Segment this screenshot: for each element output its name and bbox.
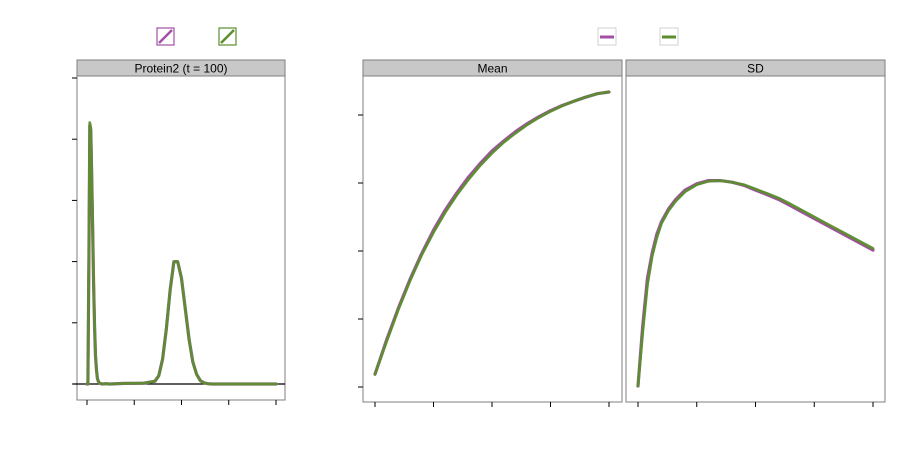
series-line-2 — [373, 90, 611, 376]
series-line-1 — [85, 123, 278, 386]
series-line-1 — [636, 179, 875, 388]
panel-mean: Mean — [358, 59, 623, 407]
plot-frame — [76, 75, 286, 401]
panel-strip-label: SD — [747, 62, 764, 76]
legend-left — [156, 27, 237, 46]
panel-strip-label: Mean — [477, 62, 507, 76]
axis-ticks — [637, 402, 874, 407]
panel-protein2: Protein2 (t = 100) — [72, 59, 286, 405]
series-line-2 — [85, 121, 278, 386]
plot-frame — [362, 75, 623, 403]
legend-right — [597, 27, 679, 46]
series-lines — [85, 121, 278, 386]
axis-ticks — [358, 114, 610, 407]
plot-frame — [625, 75, 886, 403]
axis-ticks — [72, 77, 277, 405]
hatched-swatch-icon — [158, 29, 173, 44]
legend-key-c — [597, 27, 617, 46]
panel-strip-label: Protein2 (t = 100) — [134, 62, 227, 76]
hatched-swatch-icon — [220, 29, 235, 44]
legend-key-d — [659, 27, 679, 46]
series-line-2 — [636, 179, 875, 388]
series-lines — [636, 179, 875, 388]
legend-key-b — [218, 27, 237, 46]
panel-sd: SD — [625, 59, 886, 407]
series-line-1 — [373, 90, 611, 376]
series-lines — [373, 90, 611, 376]
legend-key-a — [156, 27, 175, 46]
